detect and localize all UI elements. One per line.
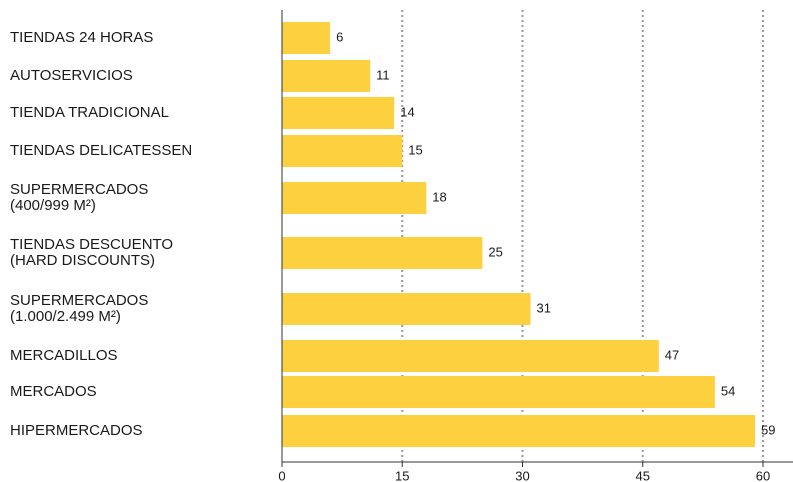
bar: [282, 340, 659, 372]
category-label: TIENDAS DELICATESSEN: [10, 142, 192, 159]
x-tick-label: 0: [278, 468, 285, 482]
category-label: SUPERMERCADOS (400/999 M²): [10, 181, 148, 214]
value-label: 47: [665, 347, 679, 362]
value-label: 15: [408, 142, 422, 157]
category-label: TIENDAS 24 HORAS: [10, 29, 153, 46]
x-tick-label: 45: [636, 468, 650, 482]
x-tick-label: 30: [515, 468, 529, 482]
value-label: 6: [336, 29, 343, 44]
value-label: 11: [376, 67, 390, 82]
bar: [282, 182, 427, 214]
bar: [282, 135, 403, 167]
category-label: TIENDAS DESCUENTO (HARD DISCOUNTS): [10, 236, 173, 269]
value-label: 18: [432, 189, 446, 204]
category-label: MERCADOS: [10, 383, 97, 400]
x-tick-label: 15: [395, 468, 409, 482]
value-label: 59: [761, 422, 775, 437]
category-label: MERCADILLOS: [10, 347, 118, 364]
bar: [282, 415, 755, 447]
bar: [282, 97, 395, 129]
value-label: 31: [537, 300, 551, 315]
bar: [282, 293, 531, 325]
category-label: TIENDA TRADICIONAL: [10, 104, 169, 121]
bar: [282, 376, 715, 408]
bar: [282, 22, 331, 54]
category-label: HIPERMERCADOS: [10, 422, 143, 439]
value-label: 14: [400, 104, 414, 119]
value-label: 25: [488, 244, 502, 259]
value-label: 54: [721, 383, 735, 398]
category-label: AUTOSERVICIOS: [10, 67, 133, 84]
bar: [282, 237, 483, 269]
x-tick-label: 60: [756, 468, 770, 482]
bar: [282, 60, 371, 92]
category-label: SUPERMERCADOS (1.000/2.499 M²): [10, 292, 148, 325]
